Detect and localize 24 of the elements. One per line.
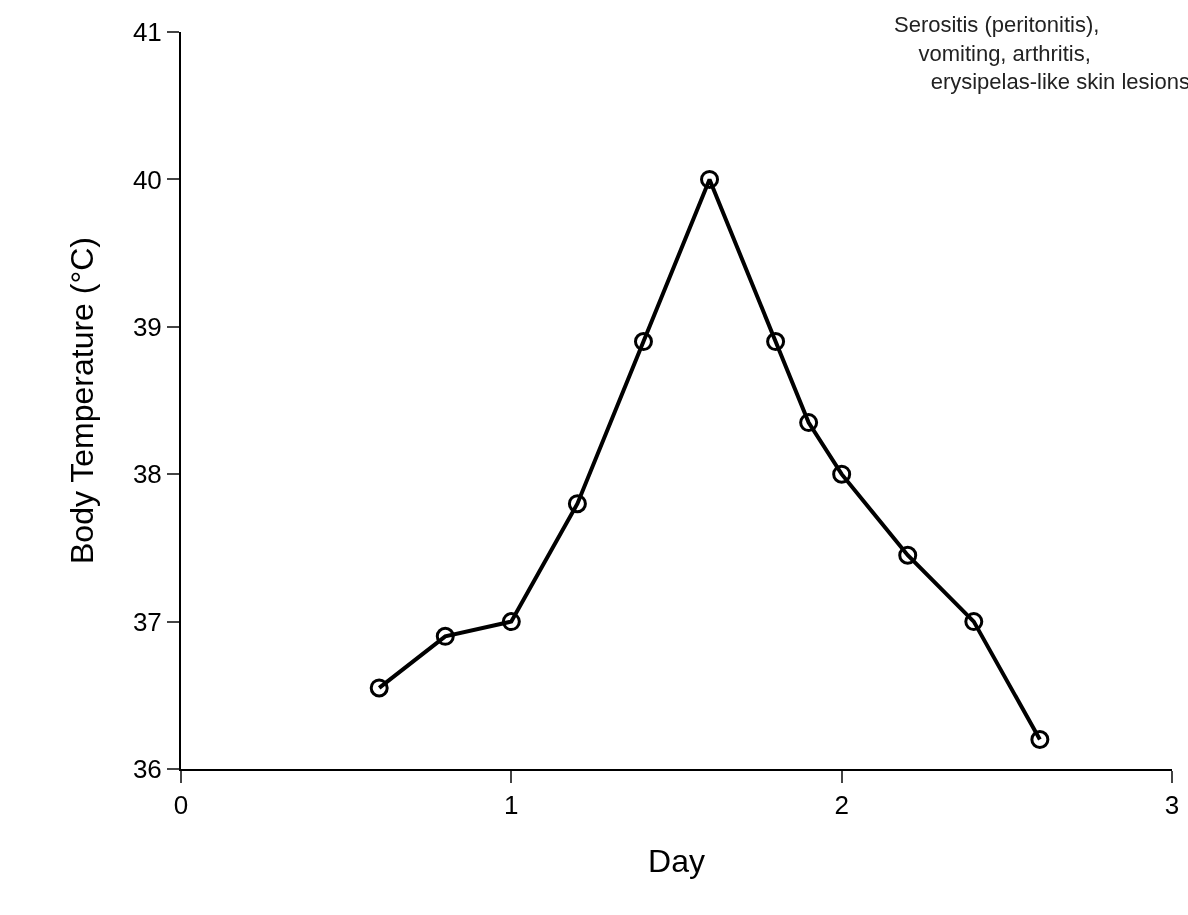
x-tick-label: 3 (1164, 790, 1180, 821)
y-tick-label: 37 (132, 606, 162, 637)
point (633, 332, 653, 352)
y-tick-label: 41 (132, 17, 162, 48)
point (832, 464, 852, 484)
point (369, 678, 389, 698)
point (501, 612, 521, 632)
point (567, 494, 587, 514)
y-axis-title: Body Temperature (°C) (63, 237, 100, 564)
point (1030, 730, 1050, 750)
y-tick-label: 36 (132, 754, 162, 785)
point (700, 169, 720, 189)
y-tick-label: 38 (132, 459, 162, 490)
point (766, 332, 786, 352)
y-tick-label: 39 (132, 311, 162, 342)
x-tick-label: 1 (504, 790, 519, 821)
point (799, 413, 819, 433)
x-tick-label: 0 (173, 790, 189, 821)
point (964, 612, 984, 632)
point (898, 545, 918, 565)
x-tick-label: 2 (834, 790, 849, 821)
y-tick-label: 40 (132, 164, 162, 195)
point (435, 626, 455, 646)
x-axis-title: Day (648, 842, 705, 879)
